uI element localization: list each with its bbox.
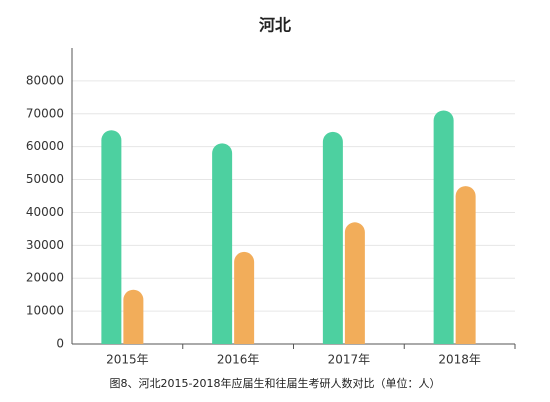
x-tick-label: 2015年 bbox=[106, 353, 149, 367]
bar bbox=[123, 289, 144, 344]
x-tick-label: 2018年 bbox=[438, 353, 481, 367]
x-tick-label: 2016年 bbox=[217, 353, 260, 367]
bar bbox=[344, 222, 365, 344]
y-tick-label: 40000 bbox=[26, 205, 64, 219]
chart-title: 河北 bbox=[259, 16, 291, 35]
bar bbox=[433, 110, 454, 344]
y-tick-label: 60000 bbox=[26, 139, 64, 153]
y-tick-label: 10000 bbox=[26, 304, 64, 318]
y-tick-label: 20000 bbox=[26, 271, 64, 285]
bar bbox=[212, 143, 233, 344]
x-tick-label: 2017年 bbox=[328, 353, 371, 367]
bar bbox=[101, 130, 122, 344]
y-tick-label: 80000 bbox=[26, 73, 64, 87]
y-tick-label: 30000 bbox=[26, 238, 64, 252]
y-tick-label: 50000 bbox=[26, 172, 64, 186]
y-tick-label: 0 bbox=[56, 337, 64, 351]
bar bbox=[322, 131, 343, 344]
bar bbox=[455, 186, 476, 344]
caption: 图8、河北2015-2018年应届生和往届生考研人数对比（单位：人） bbox=[110, 376, 441, 390]
bar bbox=[234, 251, 255, 344]
y-tick-label: 70000 bbox=[26, 106, 64, 120]
